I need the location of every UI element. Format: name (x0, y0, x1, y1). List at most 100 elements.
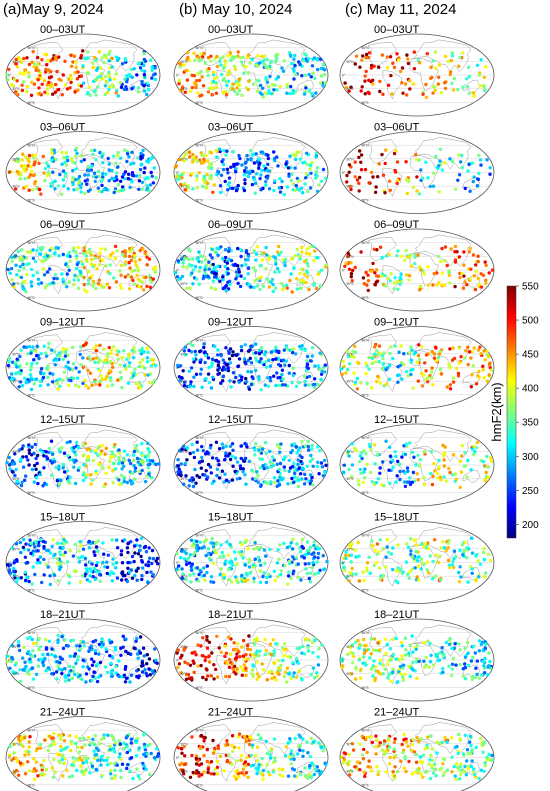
hmf2-point (357, 189, 361, 193)
hmf2-point (225, 540, 229, 544)
hmf2-point (289, 749, 294, 753)
hmf2-point (202, 351, 207, 355)
hmf2-point (245, 647, 250, 651)
hmf2-point (244, 64, 248, 69)
hmf2-point (429, 76, 433, 81)
hmf2-point (265, 763, 269, 767)
hmf2-point (387, 252, 391, 257)
hmf2-point (67, 664, 72, 669)
hmf2-point (230, 744, 234, 748)
hmf2-point (237, 380, 241, 384)
hmf2-point (23, 570, 27, 575)
hmf2-point (432, 356, 437, 360)
hmf2-point (142, 89, 147, 93)
hmf2-point (185, 78, 190, 82)
hmf2-point (402, 352, 406, 356)
hmf2-point (27, 448, 31, 452)
hmf2-point (385, 55, 389, 59)
hmf2-point (151, 181, 156, 185)
hmf2-point (470, 373, 474, 377)
hmf2-point (97, 50, 102, 54)
hmf2-point (246, 258, 250, 262)
hmf2-point (217, 447, 222, 451)
hmf2-point (321, 62, 326, 67)
hmf2-point (93, 638, 98, 643)
hmf2-point (132, 268, 137, 273)
hmf2-point (176, 464, 180, 468)
hmf2-point (202, 51, 206, 56)
hmf2-point (113, 762, 117, 766)
hmf2-point (71, 368, 75, 372)
hmf2-point (92, 660, 96, 664)
hmf2-point (244, 666, 248, 670)
hmf2-point (122, 746, 126, 751)
hmf2-point (63, 350, 68, 354)
hmf2-point (138, 651, 143, 655)
latitude-label: 0° (176, 74, 180, 78)
hmf2-point (93, 651, 98, 656)
hmf2-point (241, 556, 245, 560)
hmf2-point (113, 244, 118, 249)
hmf2-point (267, 187, 272, 191)
hmf2-point (236, 364, 240, 369)
hmf2-point (142, 742, 147, 747)
hmf2-point (51, 775, 56, 779)
hmf2-point (48, 371, 52, 376)
hmf2-point (27, 745, 31, 749)
hmf2-point (80, 745, 84, 750)
hmf2-point (118, 363, 122, 367)
hmf2-point (59, 737, 63, 741)
hmf2-point (283, 263, 287, 268)
hmf2-point (78, 352, 82, 357)
hmf2-point (35, 561, 39, 565)
hmf2-point (42, 171, 46, 175)
hmf2-point (20, 480, 24, 484)
hmf2-point (191, 484, 196, 489)
hmf2-point (59, 541, 64, 545)
hmf2-point (190, 442, 194, 447)
hmf2-point (450, 51, 454, 55)
hmf2-point (242, 71, 246, 75)
hmf2-point (185, 286, 189, 291)
continent-outline (409, 57, 440, 92)
hmf2-point (311, 740, 316, 744)
hmf2-point (215, 172, 219, 177)
hmf2-point (378, 381, 382, 385)
hmf2-point (36, 664, 40, 668)
hmf2-point (64, 643, 69, 648)
hmf2-point (113, 768, 117, 772)
hmf2-point (125, 734, 129, 738)
hmf2-point (98, 742, 102, 746)
hmf2-point (304, 172, 309, 176)
hmf2-point (272, 188, 276, 193)
latitude-label: 60°S (28, 588, 35, 592)
hmf2-point (448, 383, 453, 387)
hmf2-point (132, 477, 137, 481)
hmf2-point (345, 367, 350, 372)
time-window-label: 06–09UT (40, 219, 86, 231)
hmf2-point (54, 465, 58, 470)
hmf2-point (279, 569, 284, 573)
hmf2-point (30, 582, 34, 586)
latitude-label: 0° (176, 464, 180, 468)
hmf2-point (278, 190, 283, 194)
hmf2-point (485, 349, 489, 353)
hmf2-point (298, 62, 302, 67)
hmf2-point (411, 367, 415, 372)
hmf2-point (366, 273, 370, 277)
hmf2-point (63, 638, 67, 642)
hmf2-point (140, 280, 144, 284)
hmf2-point (257, 352, 262, 356)
hmf2-point (77, 549, 81, 553)
hmf2-point (218, 572, 222, 577)
hmf2-point (18, 264, 22, 269)
hmf2-point (383, 161, 387, 166)
hmf2-point (311, 560, 315, 565)
hmf2-point (62, 370, 67, 374)
hmf2-point (90, 478, 95, 482)
hmf2-point (305, 359, 309, 363)
latitude-label: 0° (8, 171, 12, 175)
hmf2-point (146, 373, 150, 377)
hmf2-point (340, 372, 344, 377)
hmf2-point (82, 56, 86, 60)
